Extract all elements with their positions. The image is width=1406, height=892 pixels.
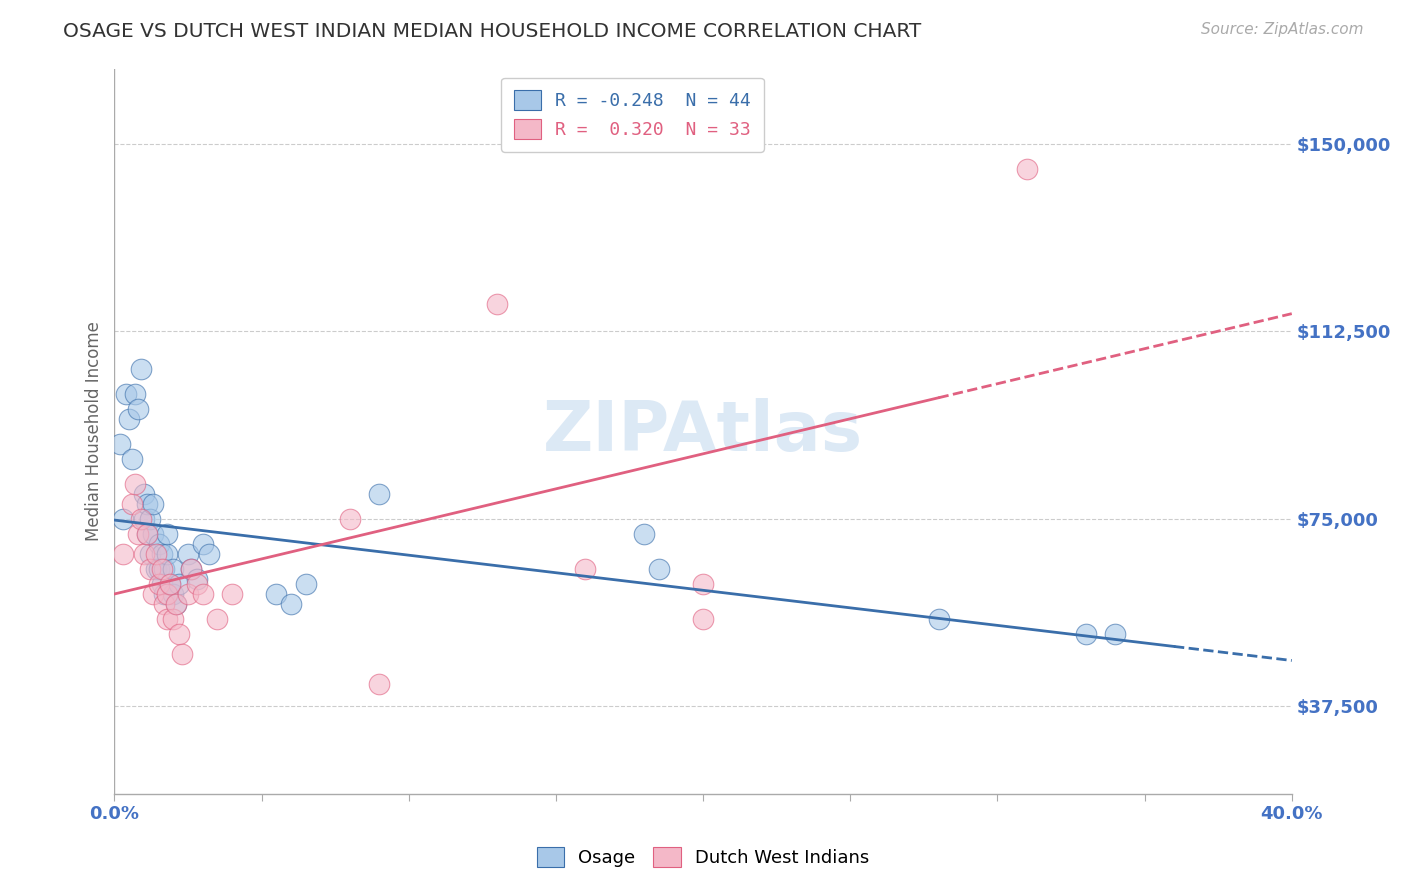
Point (162, 561, 184, 575)
Point (115, 386, 138, 401)
Point (135, 497, 157, 511)
Point (167, 576, 190, 591)
Point (150, 547, 173, 561)
Point (633, 526, 655, 541)
Point (207, 612, 229, 626)
Point (127, 526, 149, 541)
Point (368, 676, 391, 690)
Point (121, 451, 143, 466)
Point (148, 561, 170, 575)
Text: Source: ZipAtlas.com: Source: ZipAtlas.com (1201, 22, 1364, 37)
Point (692, 576, 714, 591)
Point (156, 547, 179, 561)
Point (121, 497, 143, 511)
Point (145, 561, 167, 575)
Point (135, 526, 157, 541)
Point (162, 587, 184, 601)
Point (339, 511, 361, 525)
Legend: R = -0.248  N = 44, R =  0.320  N = 33: R = -0.248 N = 44, R = 0.320 N = 33 (501, 78, 763, 152)
Point (692, 612, 714, 626)
Point (1074, 626, 1097, 640)
Point (138, 547, 160, 561)
Point (148, 576, 170, 591)
Point (142, 526, 165, 541)
Point (150, 576, 173, 591)
Point (167, 626, 190, 640)
Point (172, 647, 194, 661)
Text: OSAGE VS DUTCH WEST INDIAN MEDIAN HOUSEHOLD INCOME CORRELATION CHART: OSAGE VS DUTCH WEST INDIAN MEDIAN HOUSEH… (63, 22, 921, 41)
Point (180, 561, 202, 575)
Point (186, 572, 208, 586)
Point (177, 547, 200, 561)
Point (221, 587, 243, 601)
Point (118, 411, 141, 425)
Point (159, 576, 181, 591)
Point (186, 576, 208, 591)
Point (148, 536, 170, 550)
Point (180, 561, 202, 575)
Point (127, 401, 149, 416)
Y-axis label: Median Household Income: Median Household Income (86, 321, 103, 541)
Point (138, 561, 160, 575)
Point (112, 511, 135, 525)
Point (153, 597, 176, 611)
Point (156, 526, 179, 541)
Point (191, 536, 214, 550)
Point (129, 361, 152, 376)
Point (132, 511, 155, 525)
Point (110, 436, 132, 450)
Point (648, 561, 671, 575)
Point (191, 587, 214, 601)
Point (162, 612, 184, 626)
Point (486, 296, 509, 310)
Point (280, 597, 302, 611)
Point (142, 497, 165, 511)
Point (165, 597, 187, 611)
Point (294, 576, 316, 591)
Point (132, 486, 155, 500)
Legend: Osage, Dutch West Indians: Osage, Dutch West Indians (530, 839, 876, 874)
Point (124, 386, 146, 401)
Point (165, 597, 187, 611)
Point (1104, 626, 1126, 640)
Point (156, 587, 179, 601)
Point (368, 486, 391, 500)
Point (153, 561, 176, 575)
Text: ZIPAtlas: ZIPAtlas (543, 398, 863, 465)
Point (129, 511, 152, 525)
Point (574, 561, 596, 575)
Point (138, 511, 160, 525)
Point (159, 576, 181, 591)
Point (132, 547, 155, 561)
Point (135, 526, 157, 541)
Point (124, 476, 146, 491)
Point (112, 547, 135, 561)
Point (266, 587, 288, 601)
Point (145, 547, 167, 561)
Point (150, 561, 173, 575)
Point (1015, 161, 1038, 176)
Point (153, 587, 176, 601)
Point (197, 547, 219, 561)
Point (928, 612, 950, 626)
Point (177, 587, 200, 601)
Point (156, 612, 179, 626)
Point (142, 587, 165, 601)
